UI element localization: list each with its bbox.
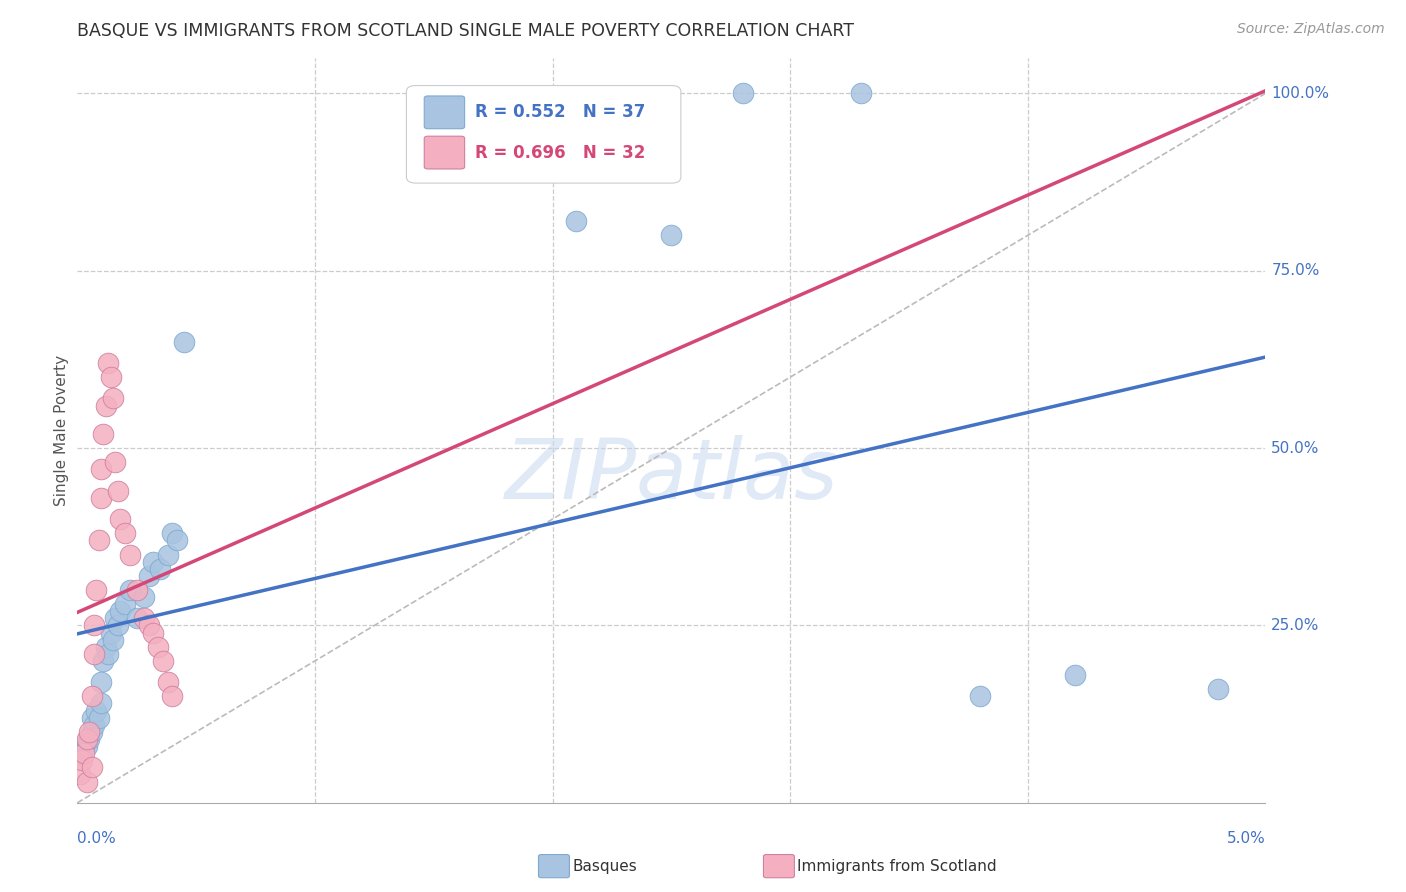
Point bbox=[86, 582, 108, 597]
Point bbox=[87, 533, 110, 548]
Point bbox=[73, 746, 96, 760]
Point bbox=[73, 739, 96, 753]
Point bbox=[142, 625, 165, 640]
Point bbox=[125, 611, 148, 625]
Point bbox=[90, 675, 112, 690]
Point bbox=[142, 555, 165, 569]
Point bbox=[76, 731, 98, 746]
Point bbox=[132, 611, 155, 625]
Point bbox=[90, 697, 112, 711]
Text: ZIPatlas: ZIPatlas bbox=[505, 434, 838, 516]
Point bbox=[138, 569, 160, 583]
Point bbox=[77, 724, 100, 739]
Point bbox=[69, 767, 91, 781]
Point bbox=[83, 718, 105, 732]
Point bbox=[100, 625, 122, 640]
Point bbox=[104, 611, 127, 625]
Point bbox=[90, 462, 112, 476]
FancyBboxPatch shape bbox=[425, 96, 464, 128]
Text: 75.0%: 75.0% bbox=[1271, 263, 1320, 278]
Point bbox=[101, 632, 124, 647]
Point bbox=[76, 739, 98, 753]
Point bbox=[969, 690, 991, 704]
Point bbox=[156, 548, 179, 562]
FancyBboxPatch shape bbox=[406, 86, 681, 183]
Point bbox=[173, 334, 195, 349]
Point bbox=[87, 711, 110, 725]
Point bbox=[83, 618, 105, 632]
Point bbox=[118, 582, 141, 597]
Point bbox=[108, 512, 131, 526]
Point bbox=[80, 711, 103, 725]
Point bbox=[125, 582, 148, 597]
Point bbox=[107, 483, 129, 498]
Point bbox=[166, 533, 188, 548]
Point bbox=[80, 760, 103, 774]
Point bbox=[118, 548, 141, 562]
Point bbox=[70, 746, 93, 760]
Point bbox=[90, 491, 112, 505]
Point bbox=[83, 647, 105, 661]
Point bbox=[108, 604, 131, 618]
Y-axis label: Single Male Poverty: Single Male Poverty bbox=[53, 355, 69, 506]
Text: 50.0%: 50.0% bbox=[1271, 441, 1320, 456]
Point bbox=[93, 426, 115, 441]
Text: 0.0%: 0.0% bbox=[77, 831, 117, 847]
Point bbox=[76, 774, 98, 789]
Point bbox=[107, 618, 129, 632]
Point bbox=[138, 618, 160, 632]
Text: Basques: Basques bbox=[572, 859, 637, 873]
Text: BASQUE VS IMMIGRANTS FROM SCOTLAND SINGLE MALE POVERTY CORRELATION CHART: BASQUE VS IMMIGRANTS FROM SCOTLAND SINGL… bbox=[77, 22, 855, 40]
Text: R = 0.696   N = 32: R = 0.696 N = 32 bbox=[475, 144, 645, 161]
Point bbox=[149, 562, 172, 576]
Point bbox=[97, 356, 120, 370]
Text: R = 0.552   N = 37: R = 0.552 N = 37 bbox=[475, 103, 645, 121]
Point bbox=[146, 640, 169, 654]
Point bbox=[162, 690, 184, 704]
Point bbox=[101, 392, 124, 406]
Point bbox=[97, 647, 120, 661]
FancyBboxPatch shape bbox=[425, 136, 464, 169]
Point bbox=[93, 654, 115, 668]
Point bbox=[731, 87, 754, 101]
Point bbox=[86, 704, 108, 718]
Point bbox=[1064, 668, 1087, 682]
Point bbox=[152, 654, 174, 668]
Text: 5.0%: 5.0% bbox=[1226, 831, 1265, 847]
Point bbox=[114, 597, 136, 611]
Point bbox=[94, 399, 117, 413]
Text: 25.0%: 25.0% bbox=[1271, 618, 1320, 633]
Point bbox=[851, 87, 873, 101]
Text: 100.0%: 100.0% bbox=[1271, 86, 1329, 101]
Point bbox=[565, 214, 588, 228]
Point bbox=[1206, 682, 1229, 697]
Point bbox=[661, 228, 683, 243]
Text: Immigrants from Scotland: Immigrants from Scotland bbox=[797, 859, 997, 873]
Point bbox=[80, 690, 103, 704]
Point bbox=[114, 526, 136, 541]
Point bbox=[77, 731, 100, 746]
Point bbox=[162, 526, 184, 541]
Point bbox=[156, 675, 179, 690]
Point bbox=[94, 640, 117, 654]
Point bbox=[100, 370, 122, 384]
Point bbox=[132, 590, 155, 604]
Point bbox=[104, 455, 127, 469]
Point bbox=[80, 724, 103, 739]
Point bbox=[70, 753, 93, 767]
Text: Source: ZipAtlas.com: Source: ZipAtlas.com bbox=[1237, 22, 1385, 37]
